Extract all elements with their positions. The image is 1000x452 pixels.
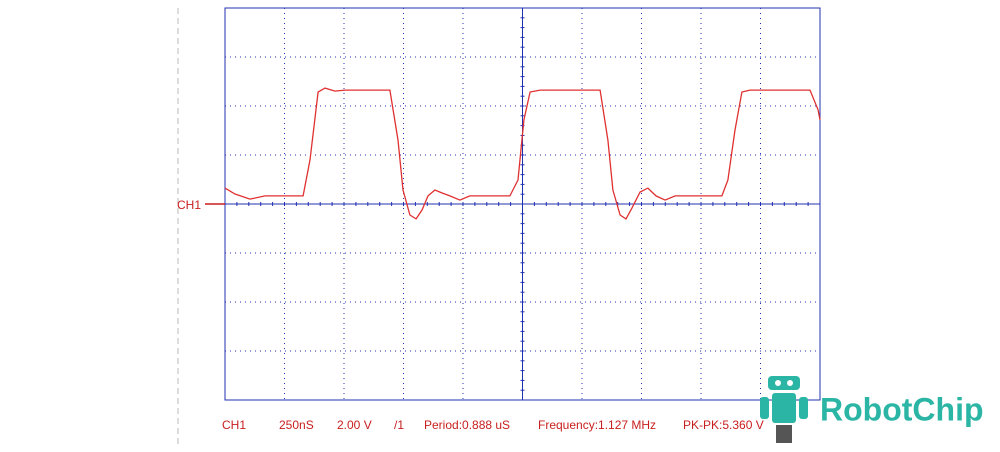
status-channel: CH1 <box>222 418 246 432</box>
logo-icon <box>760 376 808 443</box>
status-period: Period:0.888 uS <box>424 418 510 432</box>
status-frequency: Frequency:1.127 MHz <box>538 418 656 432</box>
logo-text: RobotChip <box>820 391 984 427</box>
status-timebase: 250nS <box>279 418 314 432</box>
status-probe: /1 <box>394 418 404 432</box>
status-pkpk: PK-PK:5.360 V <box>683 418 764 432</box>
trace <box>224 87 821 220</box>
grid <box>224 7 821 401</box>
status-volts: 2.00 V <box>337 418 372 432</box>
channel-marker: CH1 <box>177 198 201 212</box>
